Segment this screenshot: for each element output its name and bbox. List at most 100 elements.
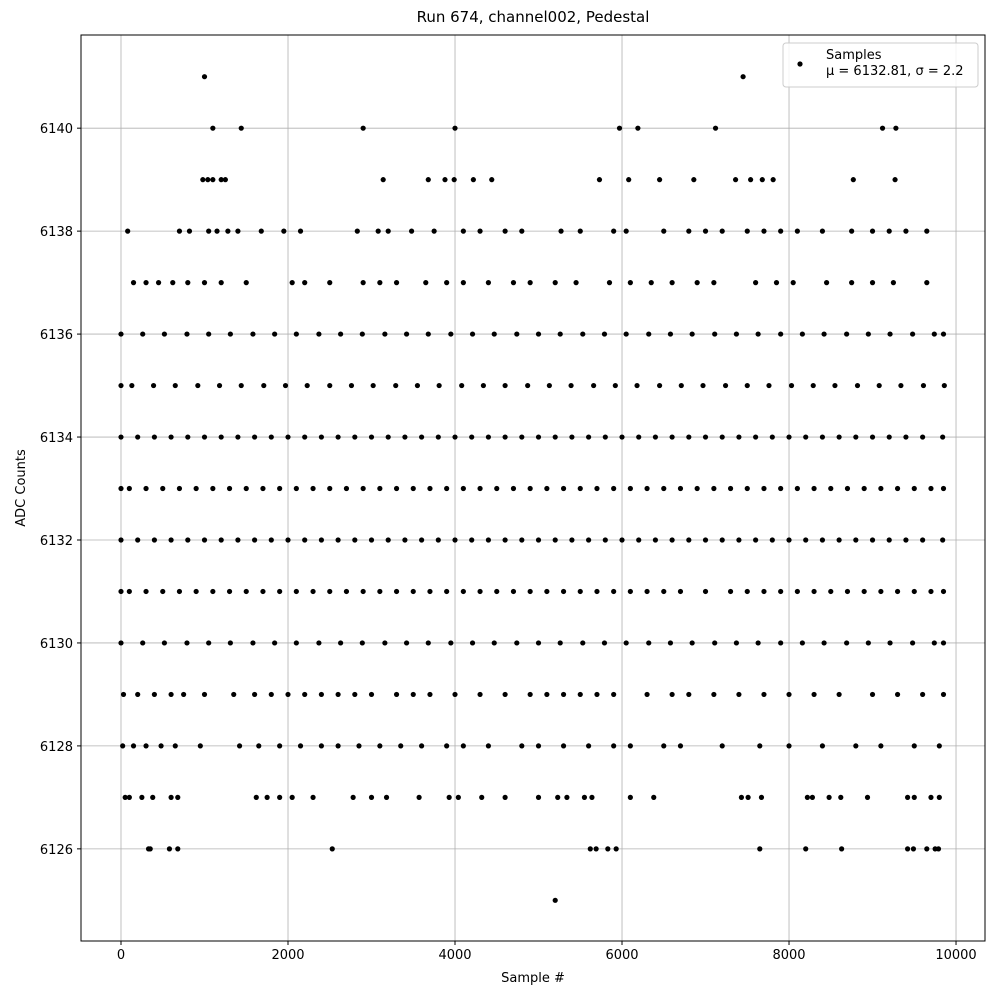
point [118, 382, 124, 389]
point [564, 794, 570, 800]
point [911, 743, 917, 749]
point [738, 794, 745, 800]
point [268, 434, 274, 440]
point [129, 382, 135, 389]
point [210, 125, 216, 131]
point [769, 434, 775, 440]
point [819, 743, 826, 749]
x-tick-label: 8000 [772, 948, 805, 963]
point [460, 280, 466, 286]
point [158, 743, 164, 749]
point [175, 794, 181, 800]
legend-marker [797, 61, 803, 67]
point [479, 794, 485, 800]
point [442, 177, 448, 183]
point [700, 382, 706, 389]
point [836, 434, 842, 440]
point [410, 485, 416, 492]
point [252, 434, 258, 440]
point [360, 588, 366, 595]
point [623, 640, 629, 646]
point [335, 537, 341, 543]
point [489, 177, 495, 183]
point [130, 743, 137, 749]
point [869, 434, 876, 440]
point [150, 794, 156, 800]
point [227, 331, 233, 337]
point [686, 228, 692, 234]
point [135, 691, 141, 698]
y-tick-label: 6128 [40, 740, 73, 755]
point [210, 177, 216, 183]
point [184, 331, 190, 337]
point [126, 485, 132, 492]
point [514, 640, 520, 646]
point [819, 537, 826, 543]
point [256, 743, 262, 749]
point [920, 691, 926, 698]
point [375, 228, 381, 234]
point [644, 691, 650, 698]
point [410, 588, 416, 595]
point [231, 691, 237, 698]
point [936, 743, 942, 749]
point [755, 640, 761, 646]
point [348, 382, 355, 389]
point [527, 691, 533, 698]
point [778, 485, 784, 492]
point [398, 743, 404, 749]
point [552, 897, 558, 903]
point [310, 588, 316, 595]
point [118, 485, 124, 492]
point [243, 588, 249, 595]
point [898, 382, 904, 389]
point [766, 382, 772, 389]
point [382, 640, 388, 646]
point [352, 434, 358, 440]
point [200, 177, 206, 183]
point [552, 434, 558, 440]
point [370, 382, 376, 389]
y-tick-label: 6134 [40, 431, 73, 446]
point [878, 743, 884, 749]
point [911, 485, 917, 492]
point [460, 743, 466, 749]
point [627, 743, 633, 749]
point [740, 74, 746, 80]
point [514, 331, 520, 337]
point [878, 588, 884, 595]
point [733, 331, 740, 337]
point [594, 588, 600, 595]
point [293, 588, 299, 595]
point [788, 382, 795, 389]
point [510, 588, 517, 595]
point [803, 434, 809, 440]
point [293, 485, 299, 492]
point [327, 382, 333, 389]
point [151, 691, 157, 698]
point [459, 382, 465, 389]
point [544, 588, 550, 595]
point [794, 485, 800, 492]
point [260, 588, 266, 595]
point [691, 177, 697, 183]
point [491, 640, 497, 646]
point [677, 588, 684, 595]
point [826, 794, 832, 800]
point [753, 434, 759, 440]
legend-label: Samples [826, 48, 882, 63]
x-axis-label: Sample # [501, 971, 565, 986]
point [616, 125, 623, 131]
point [502, 537, 508, 543]
point [761, 228, 767, 234]
point [477, 228, 483, 234]
point [850, 177, 856, 183]
point [122, 794, 128, 800]
point [887, 331, 893, 337]
point [940, 640, 947, 646]
point [861, 485, 867, 492]
point [352, 691, 358, 698]
point [838, 794, 844, 800]
point [161, 640, 168, 646]
point [627, 588, 633, 595]
